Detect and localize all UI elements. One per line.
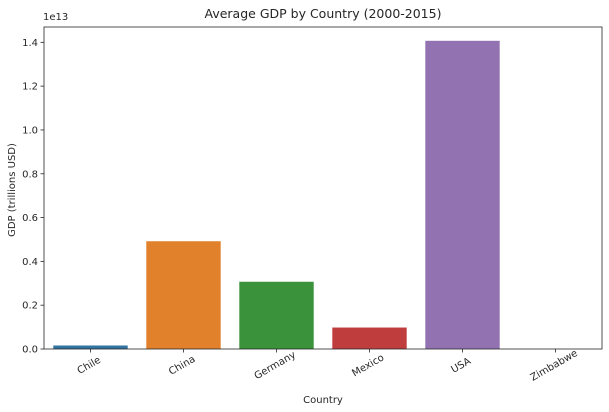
x-axis-label: Country <box>303 395 343 406</box>
x-tick-label-chile: Chile <box>76 355 103 377</box>
y-tick-label: 1.4 <box>22 38 38 49</box>
plot-frame <box>43 26 603 350</box>
y-tick-label: 0.2 <box>22 301 38 312</box>
x-tick-label-mexico: Mexico <box>350 352 386 379</box>
y-ticks: 0.0 0.2 0.4 0.6 0.8 1.0 1.2 1.4 <box>22 38 44 356</box>
x-tick-label-germany: Germany <box>253 350 298 383</box>
chart-title: Average GDP by Country (2000-2015) <box>205 6 442 21</box>
x-tick-label-china: China <box>167 354 197 378</box>
x-tick-label-zimbabwe: Zimbabwe <box>529 348 580 384</box>
y-tick-label: 1.2 <box>22 82 38 93</box>
y-tick-label: 0.4 <box>22 257 38 268</box>
x-tick-label-usa: USA <box>450 356 474 376</box>
x-ticks: Chile China Germany Mexico USA Zimbabwe <box>76 348 580 384</box>
y-tick-label: 0.0 <box>22 345 38 356</box>
bar-usa <box>425 40 500 350</box>
bar-chile <box>53 345 128 349</box>
bar-china <box>146 241 221 349</box>
bar-mexico <box>332 327 407 349</box>
y-axis-offset-label: 1e13 <box>43 12 68 23</box>
bar-germany <box>239 281 314 349</box>
y-axis-label: GDP (trillions USD) <box>7 143 18 237</box>
y-tick-label: 0.6 <box>22 213 38 224</box>
bars-layer <box>53 40 500 350</box>
y-tick-label: 0.8 <box>22 169 38 180</box>
y-tick-label: 1.0 <box>22 125 38 136</box>
